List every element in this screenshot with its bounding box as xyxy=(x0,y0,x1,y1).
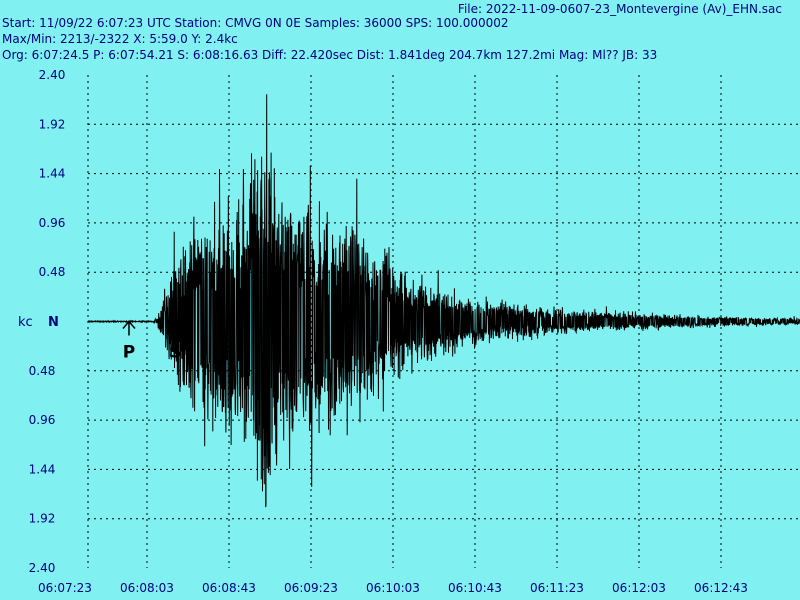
y-tick-label: 1.92 xyxy=(39,117,66,131)
waveform-trace xyxy=(87,94,800,508)
origin-info-text: Org: 6:07:24.5 P: 6:07:54.21 S: 6:08:16.… xyxy=(2,48,658,62)
phase-marker-p: P xyxy=(122,320,136,363)
x-tick-label: 06:11:23 xyxy=(530,581,584,595)
phase-marker-s: S xyxy=(168,320,182,363)
y-tick-labels: 2.40 1.92 1.44 0.96 0.48 0.48 0.96 1.44 1.92 2.40 xyxy=(29,68,66,575)
y-tick-label: 1.44 xyxy=(29,462,56,476)
y-tick-label: 0.96 xyxy=(29,413,56,427)
phase-label: P xyxy=(123,343,135,363)
file-name-text: File: 2022-11-09-0607-23_Montevergine (A… xyxy=(457,2,782,16)
phase-arrow xyxy=(122,320,136,336)
x-tick-label: 06:12:03 xyxy=(612,581,666,595)
unit-label: kc xyxy=(18,315,33,330)
y-tick-label: 0.48 xyxy=(29,364,56,378)
x-tick-label: 06:08:43 xyxy=(202,581,256,595)
y-tick-label: 1.44 xyxy=(39,167,66,181)
x-tick-label: 06:08:03 xyxy=(120,581,174,595)
x-tick-label: 06:09:23 xyxy=(284,581,338,595)
y-tick-label: 1.92 xyxy=(29,512,56,526)
y-tick-label: 2.40 xyxy=(39,68,66,82)
x-tick-label: 06:07:23 xyxy=(38,581,92,595)
x-tick-label: 06:10:03 xyxy=(366,581,420,595)
x-tick-label: 06:12:43 xyxy=(694,581,748,595)
phase-label: S xyxy=(169,343,181,363)
phase-arrow xyxy=(168,320,182,336)
maxmin-info-text: Max/Min: 2213/-2322 X: 5:59.0 Y: 2.4kc xyxy=(2,32,238,46)
component-label: N xyxy=(48,315,59,330)
x-tick-label: 06:10:43 xyxy=(448,581,502,595)
x-tick-labels: 06:07:23 06:08:03 06:08:43 06:09:23 06:10:03… xyxy=(38,581,748,595)
y-tick-label: 0.96 xyxy=(39,216,66,230)
start-info-text: Start: 11/09/22 6:07:23 UTC Station: CMV… xyxy=(2,16,509,30)
y-tick-label: 2.40 xyxy=(29,561,56,575)
y-tick-label: 0.48 xyxy=(39,265,66,279)
